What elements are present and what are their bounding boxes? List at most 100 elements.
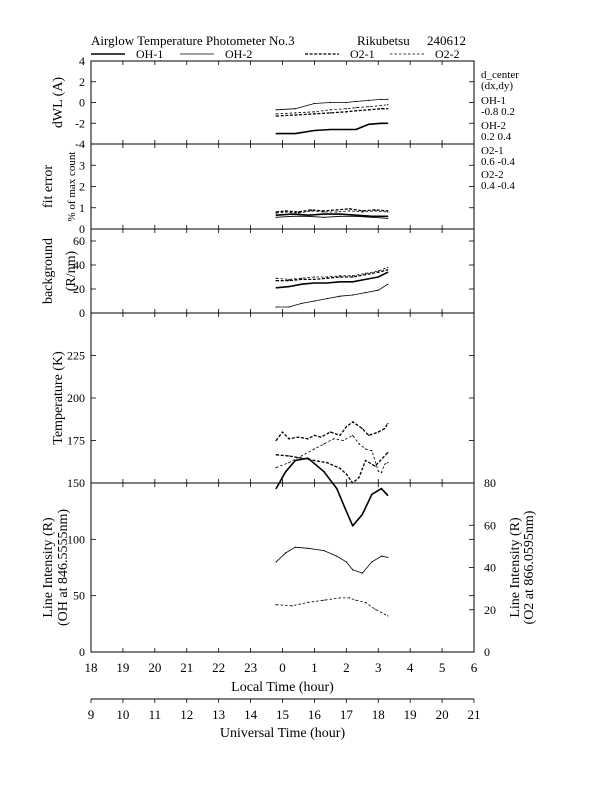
ut-tick-label: 15 [276, 707, 289, 722]
data-point-o2-2 [348, 210, 351, 212]
side-notes-subheader: (dx,dy) [481, 80, 513, 92]
data-point-oh-1 [361, 513, 363, 516]
y-tick-label-fit: 1 [79, 201, 85, 215]
data-point-o2-1 [364, 274, 367, 276]
data-point-oh-2 [301, 302, 303, 304]
data-point-oh-1 [355, 128, 357, 131]
local-time-tick-label: 3 [375, 660, 382, 675]
data-point-oh-2 [323, 550, 325, 552]
y-axis-label2-fit: % of max count [66, 152, 78, 222]
data-point-oh-2 [294, 108, 296, 110]
data-point-oh-2 [285, 552, 287, 554]
panel-frame-fit [90, 143, 475, 230]
panel-dwl: 4 2 0 -2 -4 dWL (A) [51, 54, 475, 151]
data-point-oh-2 [387, 283, 389, 285]
data-point-o2-1 [313, 459, 315, 462]
y-right-tick-label: 0 [484, 645, 490, 659]
data-point-o2-1 [288, 280, 290, 282]
series-o2-1-background [276, 269, 388, 282]
data-point-oh-1 [301, 283, 303, 285]
y-tick-label-dwl: 2 [79, 75, 85, 89]
data-point-o2-2 [323, 211, 325, 213]
data-point-o2-1 [275, 280, 277, 282]
data-point-oh-1 [371, 215, 373, 217]
series-oh-2-dwl [276, 99, 388, 111]
data-point-o2-2 [285, 211, 287, 213]
ut-tick-label: 19 [404, 707, 417, 722]
data-point-oh-1 [352, 525, 354, 527]
data-point-o2-2 [368, 106, 370, 108]
data-point-oh-1 [387, 271, 389, 273]
data-point-oh-2 [355, 215, 357, 217]
data-point-oh-1 [291, 213, 293, 215]
data-point-o2-1 [355, 110, 357, 112]
data-point-o2-1 [313, 434, 315, 436]
y-tick-label-background: 0 [79, 306, 85, 320]
data-point-o2-2 [333, 438, 335, 440]
side-note-name-o2-1: O2-1 [481, 145, 504, 157]
legend: OH-1 OH-2 O2-1 O2-2 [91, 47, 460, 61]
data-point-o2-1 [352, 421, 354, 423]
data-point-oh-2 [361, 572, 363, 574]
series-oh-2-intensity [275, 546, 388, 574]
data-point-o2-2 [352, 434, 354, 436]
y-tick-label-intensity: 100 [67, 532, 85, 546]
data-point-oh-1 [275, 133, 277, 135]
data-point-o2-1 [329, 431, 331, 433]
data-point-oh-2 [275, 561, 277, 563]
data-point-o2-2 [374, 210, 376, 212]
data-point-oh-2 [371, 561, 373, 563]
data-point-o2-2 [288, 462, 290, 464]
y-tick-label-temperature: 225 [67, 349, 85, 363]
data-point-oh-2 [352, 569, 354, 571]
data-point-oh-1 [387, 122, 389, 124]
panel-frame-temperature [90, 312, 475, 484]
data-point-o2-1 [301, 457, 303, 459]
data-point-o2-2 [275, 113, 277, 115]
data-point-oh-1 [329, 128, 331, 131]
data-point-o2-1 [275, 439, 277, 442]
side-note-value-o2-1: 0.6 -0.4 [481, 156, 515, 168]
y-axis-label-fit: fit error [41, 165, 56, 208]
series-oh-2-fit [276, 215, 388, 219]
local-time-tick-label: 20 [148, 660, 161, 675]
y-right-tick-label: 60 [484, 518, 496, 532]
data-point-oh-1 [275, 287, 277, 289]
data-point-oh-2 [377, 289, 379, 291]
data-point-o2-1 [307, 438, 309, 440]
y-tick-label-fit: 3 [79, 158, 85, 172]
y-tick-label-intensity: 150 [67, 476, 85, 490]
data-point-o2-2 [275, 212, 277, 214]
data-point-o2-2 [313, 276, 315, 278]
local-time-tick-label: 6 [471, 660, 478, 675]
y-axis-label2-intensity: (OH at 846.5555nm) [56, 509, 71, 626]
series-o2-2-intensity [276, 597, 388, 617]
data-point-o2-2 [275, 467, 277, 469]
ut-tick-label: 12 [180, 707, 193, 722]
data-point-oh-1 [387, 494, 389, 496]
data-point-o2-1 [358, 476, 360, 478]
ut-tick-label: 11 [149, 707, 162, 722]
data-point-oh-1 [355, 214, 357, 216]
data-point-oh-1 [345, 510, 347, 512]
data-point-o2-1 [294, 114, 296, 116]
chart-title: Airglow Temperature Photometer No.3 [91, 33, 295, 48]
side-note-name-oh-2: OH-2 [481, 120, 506, 132]
data-point-oh-2 [329, 101, 331, 104]
data-point-oh-2 [275, 216, 277, 218]
data-point-o2-1 [313, 113, 315, 115]
panel-frame-dwl [90, 60, 475, 145]
data-point-o2-1 [313, 278, 315, 280]
series-oh-1-intensity [275, 457, 389, 527]
data-point-oh-2 [380, 555, 382, 557]
data-point-oh-1 [307, 457, 309, 459]
data-point-oh-2 [364, 292, 367, 294]
data-point-o2-2 [348, 597, 351, 599]
data-point-o2-2 [323, 443, 325, 445]
data-point-o2-1 [339, 467, 341, 469]
data-point-o2-1 [329, 112, 331, 114]
data-point-oh-1 [380, 488, 382, 490]
data-point-oh-2 [387, 217, 389, 219]
